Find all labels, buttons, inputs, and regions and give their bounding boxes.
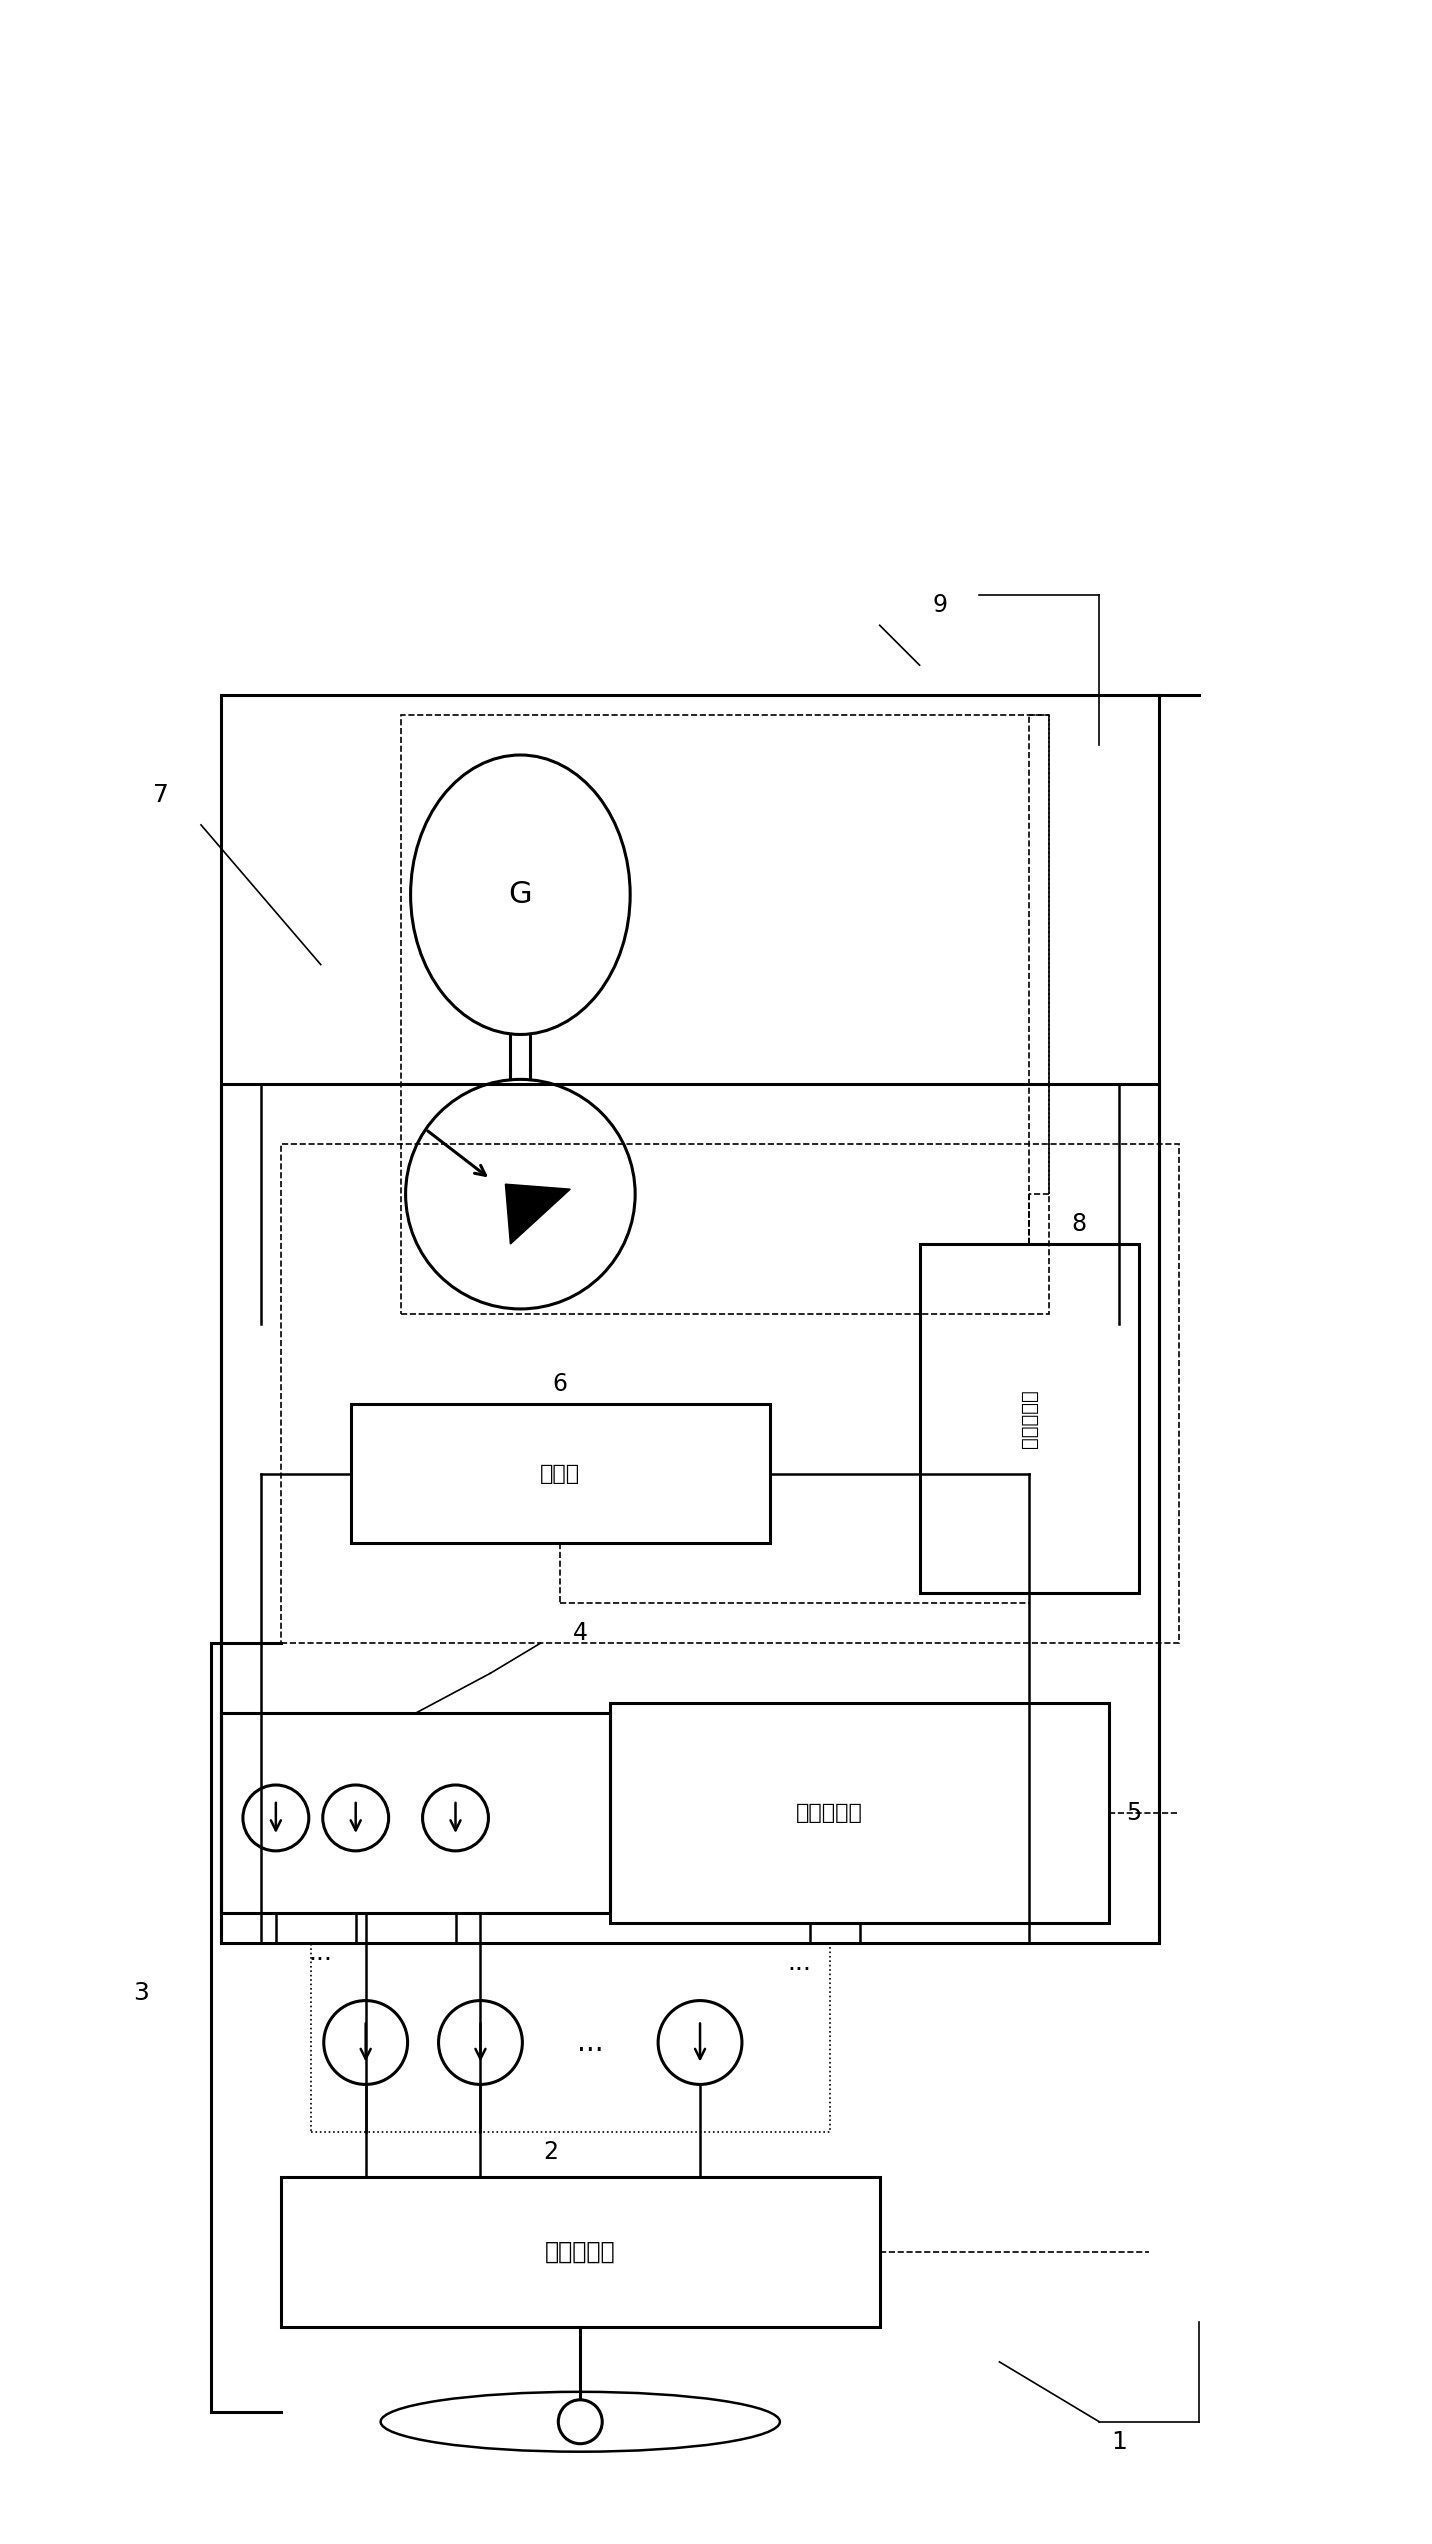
Text: ...: ... (577, 2028, 603, 2056)
Bar (281, 2178, 879, 2328)
Text: 9: 9 (932, 593, 947, 618)
Bar (351, 1404, 770, 1544)
Text: 4: 4 (573, 1621, 587, 1646)
Text: ...: ... (309, 1941, 332, 1964)
Text: 7: 7 (153, 784, 169, 806)
Text: 6: 6 (553, 1371, 569, 1397)
Bar (919, 1244, 1140, 1593)
Circle shape (558, 2399, 603, 2445)
Text: ...: ... (788, 1951, 812, 1974)
Text: 频率检测器: 频率检测器 (796, 1804, 863, 1824)
Bar (610, 1702, 1110, 1923)
Bar (221, 1712, 610, 1913)
Bar (281, 1145, 1179, 1643)
Text: 功率调整器: 功率调整器 (546, 2241, 616, 2264)
Text: 恒速控制器: 恒速控制器 (1020, 1389, 1038, 1448)
Text: 5: 5 (1127, 1801, 1141, 1824)
Text: 2: 2 (543, 2140, 558, 2165)
Polygon shape (505, 1183, 570, 1244)
Bar (311, 1944, 829, 2132)
Text: 3: 3 (133, 1982, 149, 2005)
Text: 8: 8 (1071, 1211, 1087, 1236)
Bar (401, 715, 1050, 1313)
Text: 1: 1 (1111, 2430, 1127, 2455)
Text: 频调组: 频调组 (540, 1463, 580, 1483)
Bar (221, 1084, 1158, 1944)
Text: G: G (508, 880, 533, 908)
